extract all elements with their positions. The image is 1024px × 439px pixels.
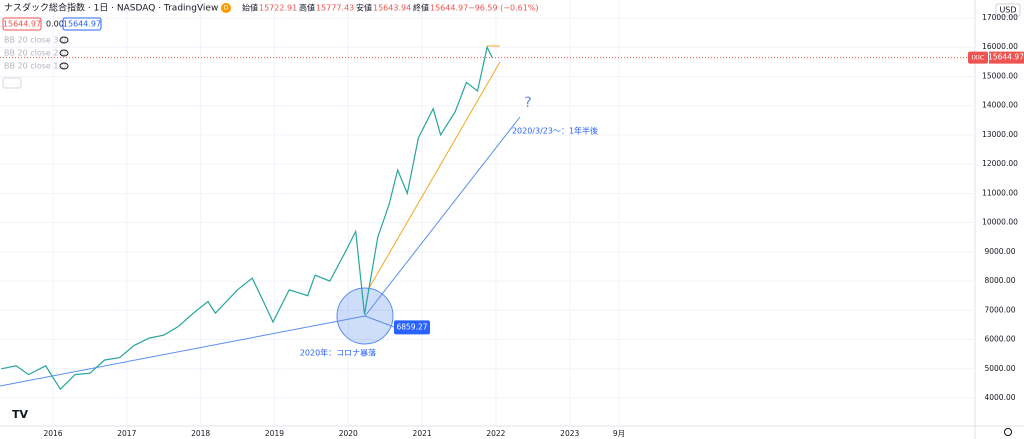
trend-line-orange [367,61,501,291]
y-tick-label: 15000.00 [982,71,1018,80]
low-marker-box [394,320,430,335]
ohlc-value: 15722.91 [259,4,297,13]
ohlc-label: 始値 [242,3,258,13]
x-tick-label: 2018 [191,429,210,438]
ohlc-label: 高値 [299,3,315,13]
x-tick-label: 9月 [613,429,625,438]
ask: 15644.97 [63,20,101,29]
symbol-tag-box [968,51,988,64]
bid-box[interactable] [2,17,42,31]
y-tick-label: 10000.00 [982,218,1018,227]
low-marker: 6859.27 [396,322,427,331]
settings-icon[interactable] [1004,428,1012,436]
y-tick-label: 14000.00 [982,101,1018,110]
callout-line [364,315,395,328]
price-tag-box [989,51,1024,64]
x-tick-label: 2021 [413,429,432,438]
collapse-button[interactable] [2,77,22,89]
change: −96.59 (−0.61%) [468,4,539,13]
indicator: BB 20 close 1 0 [4,62,66,71]
annotation: 2020/3/23〜：1年半後 [512,126,598,136]
currency: USD [999,6,1016,15]
symbol-tag: IXIC [972,54,985,62]
x-tick-label: 2022 [486,429,505,438]
annotation: ? [524,95,531,111]
y-tick-label: 4000.00 [984,393,1015,402]
visibility-icon[interactable] [59,36,69,44]
logo: TV [12,408,29,421]
price-line [1,45,493,391]
x-tick-label: 2017 [117,429,136,438]
x-tick-label: 2020 [339,429,358,438]
trend-line [0,315,366,387]
y-tick-label: 11000.00 [982,188,1018,197]
ohlc-value: 15777.43 [316,4,354,13]
y-tick-label: 8000.00 [984,276,1015,285]
spread: 0.00 [46,20,64,29]
visibility-icon[interactable] [59,49,69,57]
price-tag: 15644.97 [988,53,1024,62]
currency-button[interactable] [995,3,1021,17]
y-tick-label: 12000.00 [982,159,1018,168]
y-tick-label: 9000.00 [984,247,1015,256]
y-tick-label: 5000.00 [984,364,1015,373]
symbol-title: ナスダック総合指数 · 1日 · NASDAQ · TradingView [4,2,218,14]
annotation: 2020年：コロナ暴落 [300,348,376,358]
ohlc-value: 15644.97 [430,4,468,13]
x-tick-label: 2023 [560,429,579,438]
ohlc-label: 終値 [413,3,429,13]
visibility-icon[interactable] [59,62,69,70]
trend-line [364,116,521,317]
ohlc-label: 安値 [356,3,372,13]
ohlc-value: 15643.94 [373,4,411,13]
bid: 15644.97 [3,20,41,29]
interval-badge-text: D [224,5,229,12]
interval-badge [221,3,231,13]
y-tick-label: 6000.00 [984,335,1015,344]
indicator: BB 20 close 3 0 [4,36,66,45]
y-tick-label: 13000.00 [982,130,1018,139]
y-tick-label: 7000.00 [984,305,1015,314]
y-tick-label: 16000.00 [982,42,1018,51]
x-tick-label: 2019 [265,429,284,438]
ask-box[interactable] [62,17,102,31]
indicator: BB 20 close 2 0 [4,49,66,58]
x-tick-label: 2016 [43,429,62,438]
y-tick-label: 17000.00 [982,13,1018,22]
